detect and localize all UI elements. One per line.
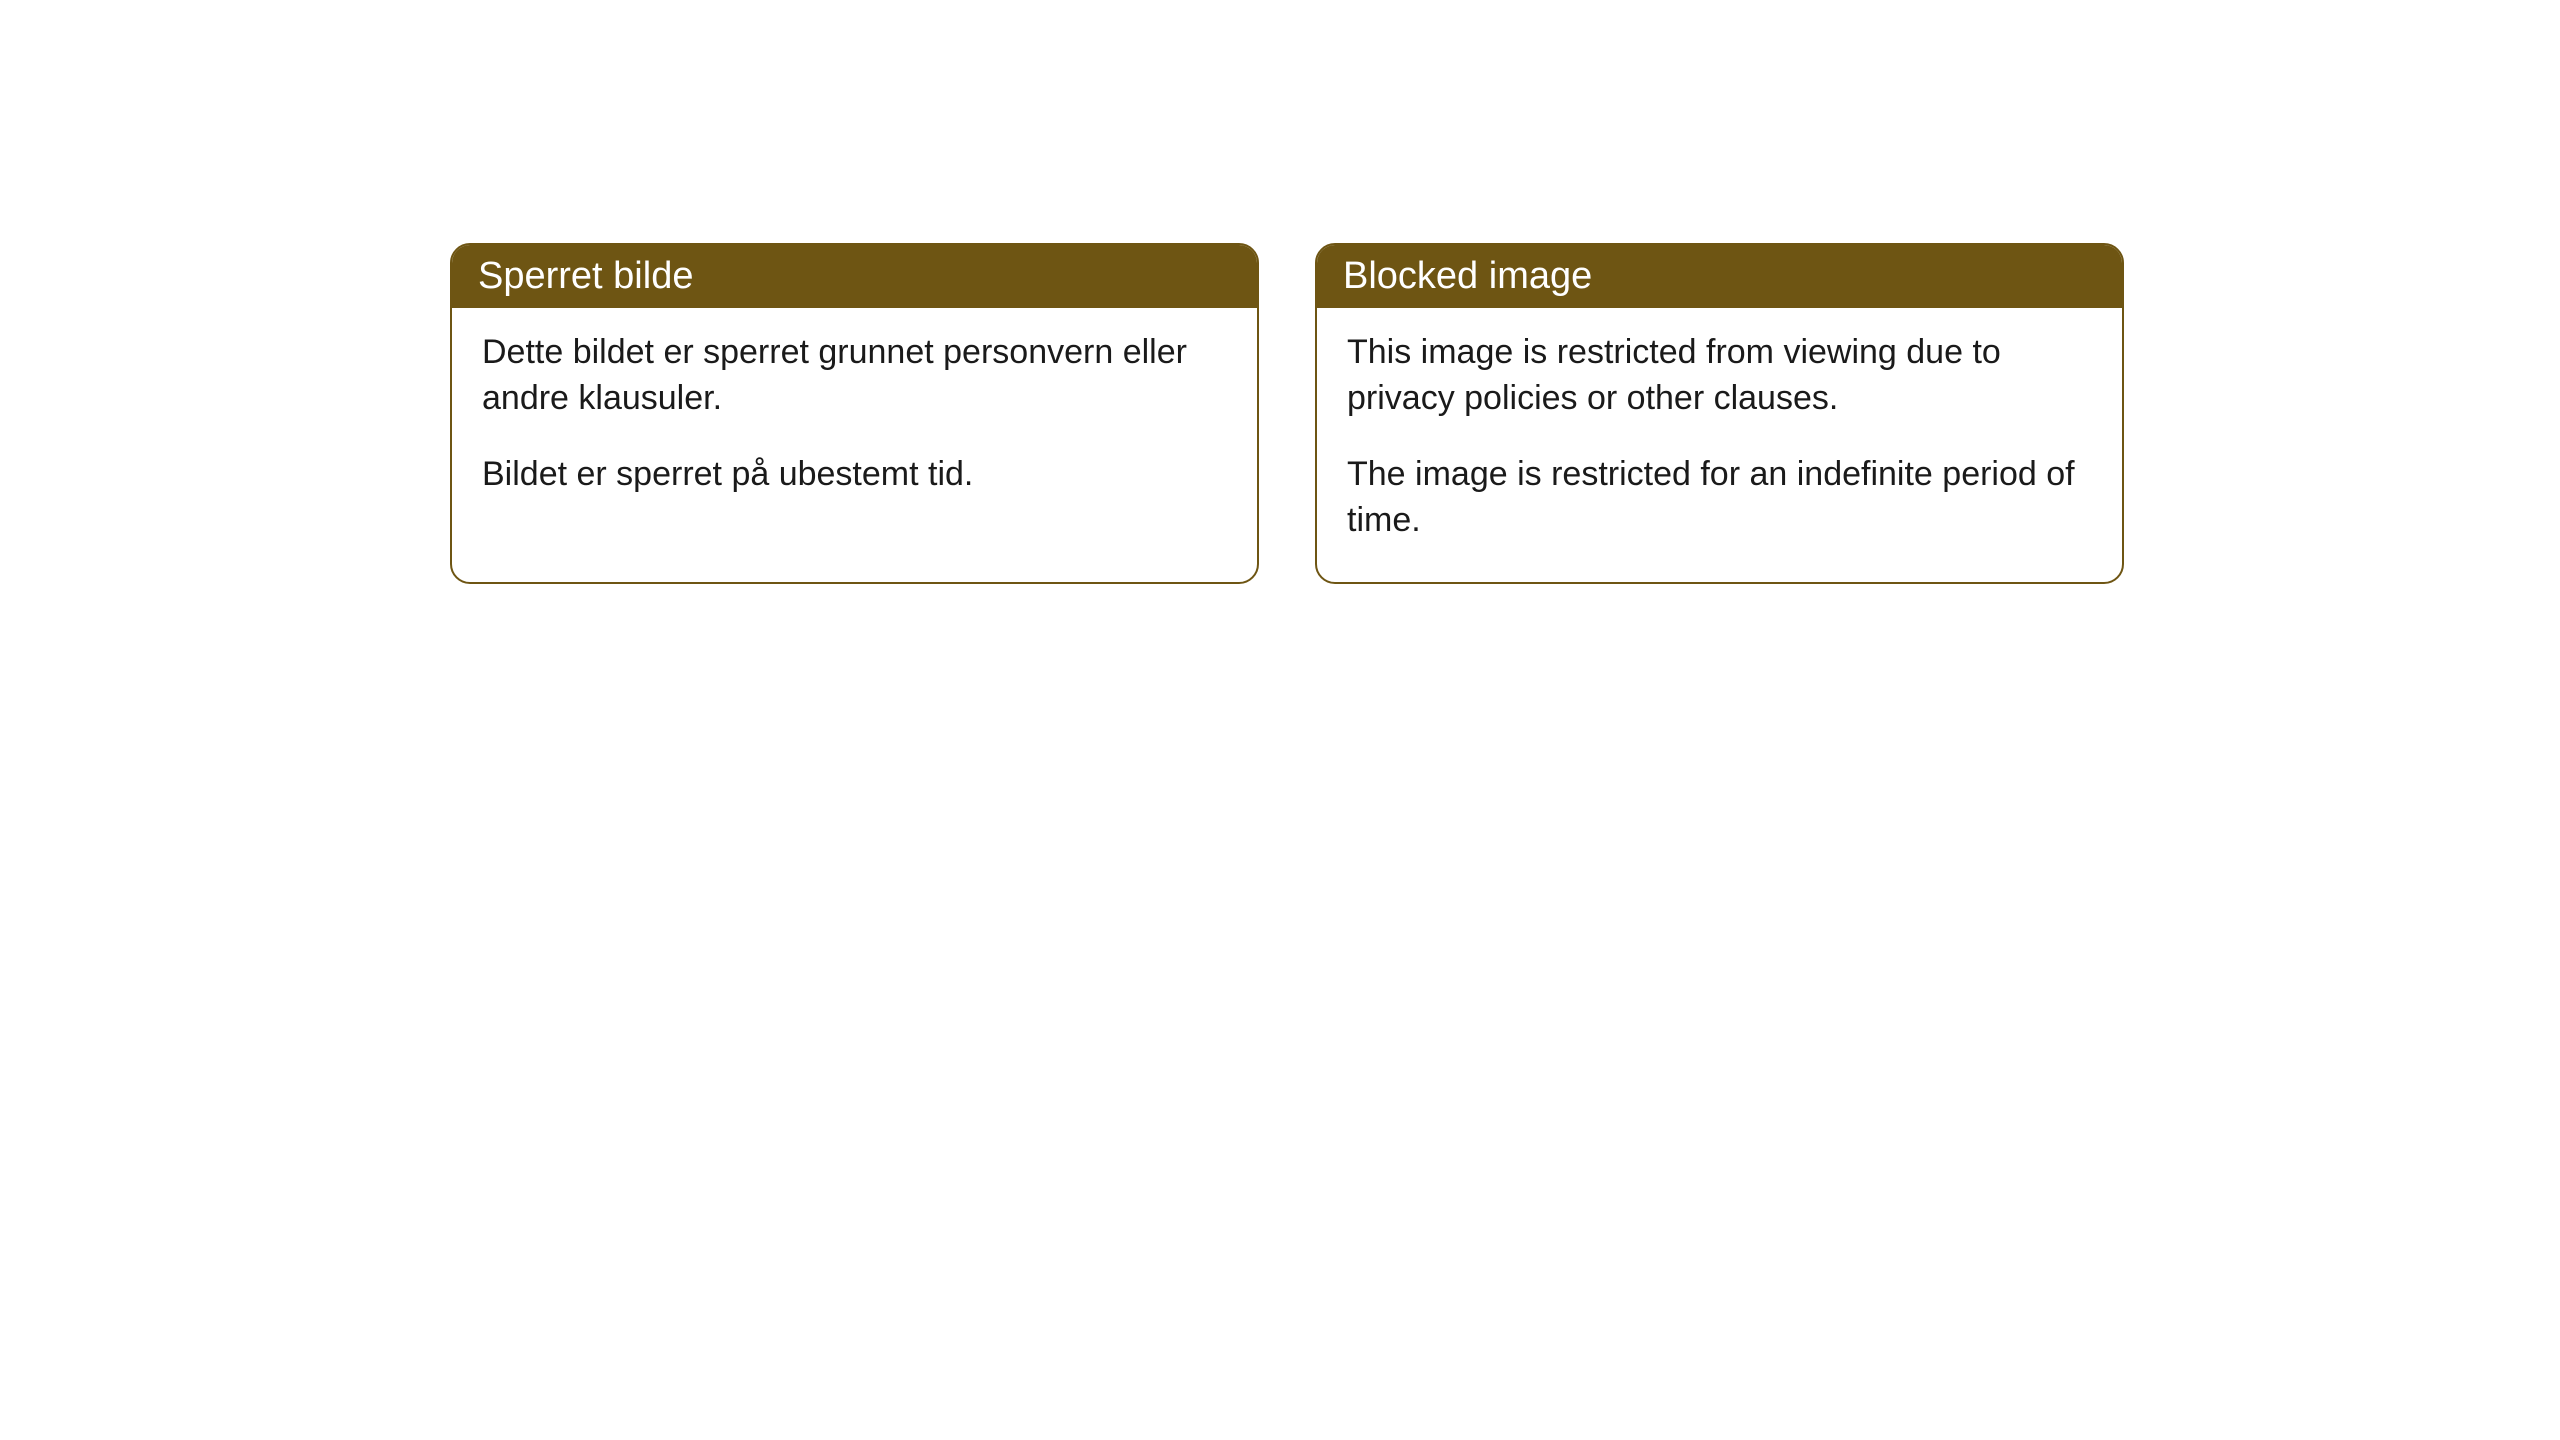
card-paragraph: The image is restricted for an indefinit… [1347,452,2092,544]
card-body: Dette bildet er sperret grunnet personve… [452,308,1257,536]
notice-cards-container: Sperret bilde Dette bildet er sperret gr… [450,243,2124,584]
card-title: Blocked image [1343,255,1592,297]
card-paragraph: Dette bildet er sperret grunnet personve… [482,330,1227,422]
card-body: This image is restricted from viewing du… [1317,308,2122,582]
notice-card-norwegian: Sperret bilde Dette bildet er sperret gr… [450,243,1259,584]
card-title: Sperret bilde [478,255,693,297]
card-header: Blocked image [1317,245,2122,308]
card-header: Sperret bilde [452,245,1257,308]
card-paragraph: Bildet er sperret på ubestemt tid. [482,452,1227,498]
notice-card-english: Blocked image This image is restricted f… [1315,243,2124,584]
card-paragraph: This image is restricted from viewing du… [1347,330,2092,422]
